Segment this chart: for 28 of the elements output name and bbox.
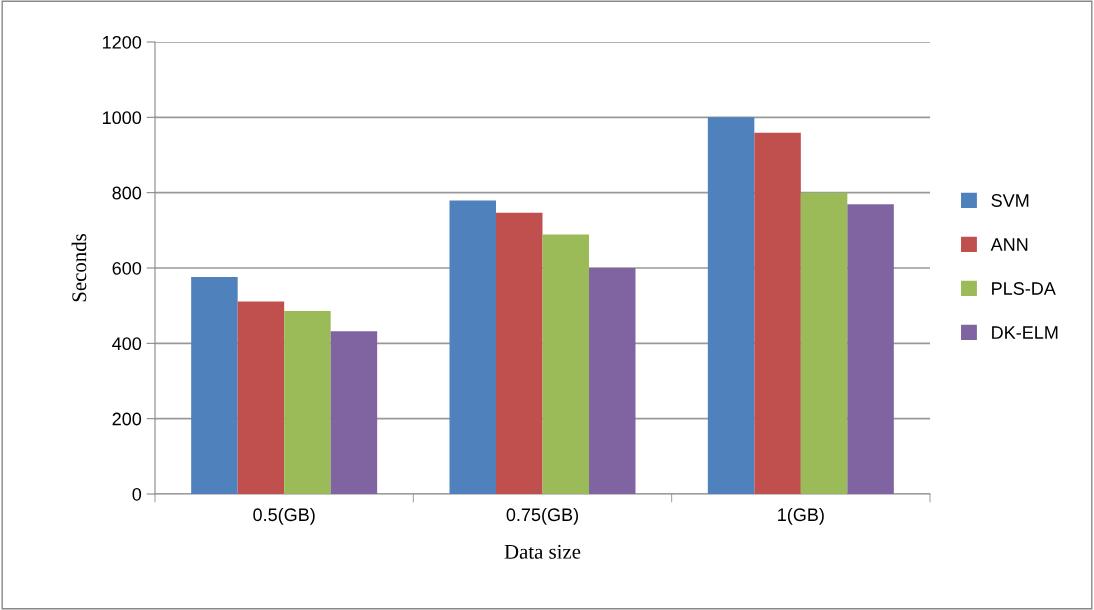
bar	[284, 310, 331, 494]
x-tick-label: 1(GB)	[778, 507, 824, 525]
bar	[191, 277, 238, 494]
legend-label: PLS-DA	[992, 282, 1056, 295]
bar	[754, 132, 801, 494]
legend-label: DK-ELM	[992, 326, 1058, 339]
bar	[542, 234, 589, 494]
y-tick-label: 600	[112, 261, 142, 275]
y-tick-label: 800	[112, 186, 142, 200]
bar	[496, 212, 543, 494]
bar	[800, 192, 848, 494]
x-tick-label: 0.75(GB)	[506, 507, 579, 525]
y-tick-label: 1000	[103, 111, 142, 125]
x-axis-title: Data size	[504, 544, 581, 559]
y-tick-label: 200	[112, 412, 142, 426]
y-axis-title: Seconds	[71, 234, 87, 302]
bar	[330, 331, 378, 494]
bar	[707, 117, 755, 494]
bar	[589, 268, 636, 494]
legend-label: ANN	[990, 238, 1028, 251]
bar	[449, 200, 496, 494]
y-tick-label: 1200	[103, 35, 142, 49]
bar	[237, 301, 285, 494]
legend-label: SVM	[991, 194, 1029, 207]
bar	[847, 204, 894, 494]
y-tick-label: 400	[112, 337, 142, 351]
x-tick-label: 0.5(GB)	[253, 507, 315, 525]
y-tick-label: 0	[132, 487, 142, 501]
